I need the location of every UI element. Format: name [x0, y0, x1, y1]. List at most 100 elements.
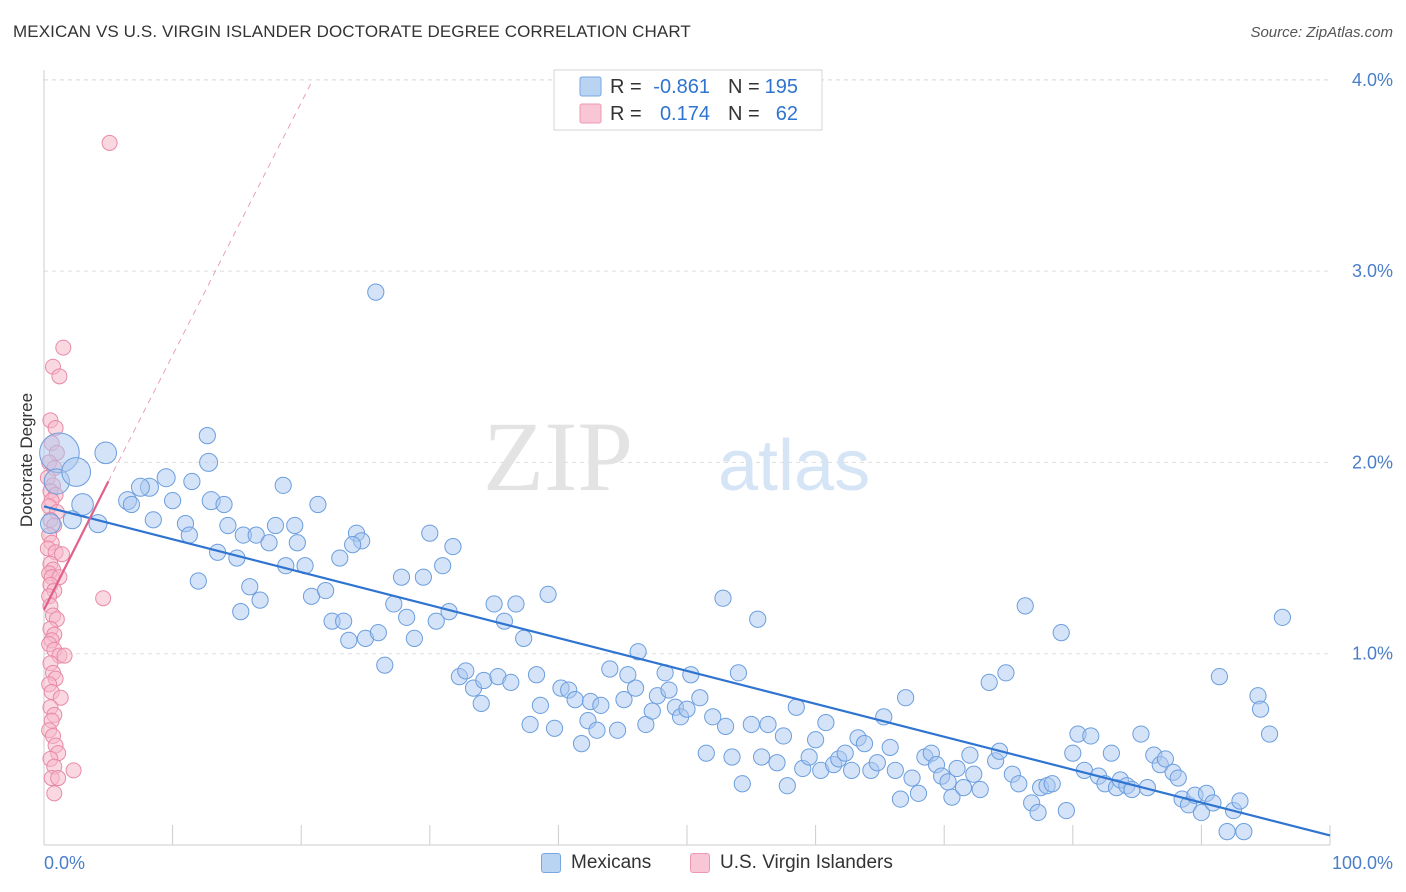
mexicans-point [251, 591, 269, 609]
mexicans-point [502, 673, 520, 691]
mexicans-point [660, 681, 678, 699]
mexicans-point [434, 557, 452, 575]
mexicans-point [198, 427, 216, 445]
mexicans-point [545, 719, 564, 737]
mexicans-point [531, 696, 549, 714]
mexicans-point [376, 656, 394, 674]
mexicans-point [485, 595, 503, 613]
x-tick-label-max: 100.0% [1332, 853, 1393, 873]
mexicans-point [156, 468, 176, 488]
chart-title: MEXICAN VS U.S. VIRGIN ISLANDER DOCTORAT… [13, 22, 691, 41]
mexicans-point [515, 629, 533, 647]
trend-lines [43, 79, 1331, 837]
mexicans-point [954, 779, 973, 797]
mexicans-point [1251, 700, 1270, 718]
mexicans-point [219, 516, 237, 535]
mexicans-point [678, 700, 696, 718]
vi-point [46, 785, 63, 802]
mexicans-point [897, 689, 915, 707]
mexicans-point [1235, 823, 1253, 841]
mexicans-point [714, 589, 732, 607]
mexicans-point [274, 476, 292, 494]
mexicans-point [629, 643, 647, 661]
mexicans-point [427, 612, 445, 630]
mexicans-point [421, 524, 439, 542]
vi-point [65, 762, 82, 779]
mexicans-point [855, 735, 874, 753]
mexicans-point [144, 511, 162, 529]
mexicans-point [817, 713, 835, 732]
mexicans-point [909, 784, 928, 802]
mexicans-point [367, 283, 385, 301]
mexicans-point [1273, 608, 1292, 626]
watermark: ZIP atlas [483, 401, 870, 512]
mexicans-point [682, 666, 700, 684]
mexicans-point [1052, 624, 1070, 642]
mexicans-point [759, 715, 777, 734]
mexicans-point [1043, 775, 1061, 793]
trendline-vi-extension [107, 79, 314, 482]
vi-point [51, 368, 68, 385]
mexicans-point [309, 495, 327, 514]
mexicans-point [691, 689, 709, 707]
mexicans-point [1210, 668, 1229, 686]
mexicans-point [475, 671, 493, 690]
mexicans-point [566, 691, 584, 709]
mexicans-point [619, 666, 637, 684]
mexicans-point [180, 526, 198, 544]
trendline-mexicans [43, 505, 1331, 837]
trendline-vi [43, 481, 110, 611]
mexicans-point [697, 744, 715, 762]
mexicans-point [266, 516, 285, 535]
mexicans-point [61, 457, 92, 487]
mexicans-point [247, 526, 265, 544]
mexicans-point [539, 585, 557, 603]
mexicans-point [88, 514, 108, 534]
mexicans-point [1102, 744, 1120, 762]
watermark-zip: ZIP [483, 401, 633, 512]
mexicans-point [588, 721, 606, 739]
x-axis-ticks [43, 825, 1331, 845]
mexicans-point [1010, 775, 1028, 793]
vi-point [54, 546, 71, 563]
mexicans-point [232, 603, 250, 621]
legend-n-value-vi: 62 [776, 103, 798, 125]
mexicans-point [891, 790, 910, 808]
bottom-legend-swatch-mexicans [541, 853, 561, 873]
mexicans-point [774, 727, 793, 745]
mexicans-point [527, 666, 546, 684]
mexicans-point [199, 452, 219, 472]
mexicans-point [1156, 750, 1174, 768]
legend-n-value-mexicans: 195 [765, 76, 798, 98]
mexicans-point [787, 698, 805, 716]
mexicans-point [626, 679, 645, 697]
vi-point [50, 770, 67, 787]
mexicans-point [183, 472, 201, 491]
mexicans-point [643, 702, 661, 720]
mexicans-point [1132, 725, 1150, 743]
mexicans-point [340, 631, 358, 649]
mexicans-point [886, 761, 904, 779]
mexicans-point [40, 513, 61, 535]
mexicans-point [749, 610, 767, 628]
mexicans-point [997, 664, 1015, 682]
mexicans-point [495, 612, 513, 630]
mexicans-point [130, 477, 150, 497]
mexicans-point [881, 738, 899, 757]
y-tick-label: 1.0% [1352, 644, 1393, 664]
mexicans-point [608, 721, 627, 739]
mexicans-point [572, 735, 591, 753]
mexicans-point [1082, 727, 1100, 745]
mexicans-point [592, 696, 610, 714]
mexicans-point [444, 537, 462, 556]
mexicans-point [615, 691, 633, 709]
mexicans-point [943, 788, 961, 806]
y-tick-label: 4.0% [1352, 70, 1393, 90]
mexicans-point [704, 708, 722, 726]
mexicans-point [1169, 769, 1187, 787]
mexicans-point [1016, 597, 1034, 615]
mexicans-point [752, 748, 771, 766]
mexicans-point [241, 578, 259, 596]
legend-r-label-mexicans: R = [610, 76, 642, 98]
